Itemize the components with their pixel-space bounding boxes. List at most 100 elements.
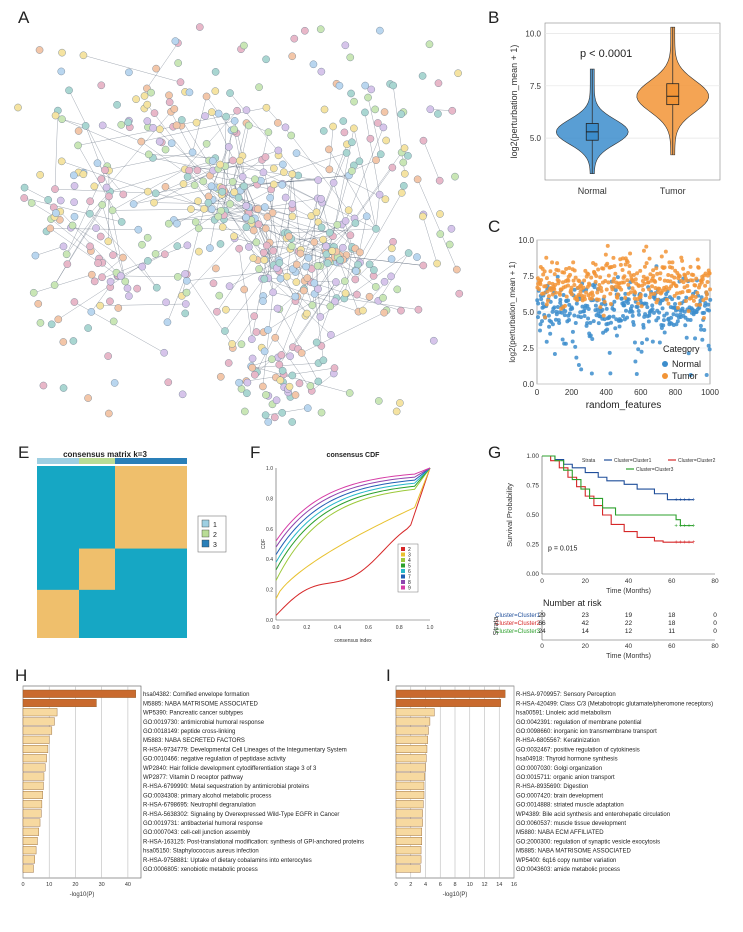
scatter-point xyxy=(615,292,620,297)
scatter-point xyxy=(707,308,712,313)
scatter-point xyxy=(590,293,595,298)
scatter-point xyxy=(587,282,592,287)
network-node xyxy=(288,212,297,221)
network-node xyxy=(183,172,192,181)
scatter-point xyxy=(573,344,578,349)
risk-cell: 0 xyxy=(713,612,717,619)
surv-censor-mark: + xyxy=(692,498,696,504)
network-node xyxy=(116,272,125,280)
network-node xyxy=(341,289,350,298)
cdf-line-k3 xyxy=(275,467,431,599)
network-node xyxy=(59,338,68,346)
bar-h-bar xyxy=(22,836,38,845)
scatter-point xyxy=(572,287,577,292)
scatter-legend-swatch xyxy=(662,361,668,367)
network-node xyxy=(144,150,153,159)
scatter-point xyxy=(593,262,598,267)
network-edge xyxy=(351,159,377,172)
network-node xyxy=(228,340,236,348)
network-node xyxy=(150,109,159,117)
network-node xyxy=(374,397,383,405)
network-node xyxy=(269,164,278,173)
network-node xyxy=(303,404,312,412)
network-node xyxy=(209,279,218,288)
network-node xyxy=(221,327,229,335)
scatter-point xyxy=(636,284,641,289)
network-node xyxy=(331,297,339,306)
scatter-point xyxy=(548,331,553,336)
network-node xyxy=(234,193,243,202)
network-node xyxy=(304,254,313,262)
bar-i-x-tick: 6 xyxy=(439,882,442,888)
surv-y-tick: 0.75 xyxy=(526,483,539,490)
network-node xyxy=(194,197,202,205)
network-edge xyxy=(291,224,343,247)
network-node xyxy=(271,413,279,422)
network-node xyxy=(125,292,133,300)
scatter-point xyxy=(576,293,581,298)
network-node xyxy=(46,224,55,233)
network-node xyxy=(350,97,358,106)
surv-censor-mark: + xyxy=(692,540,696,546)
network-edge xyxy=(106,187,126,282)
scatter-point xyxy=(582,297,587,302)
bar-h-category-label: WP5390: Pancreatic cancer subtypes xyxy=(143,711,243,717)
scatter-point xyxy=(627,270,632,275)
network-node xyxy=(388,244,396,253)
risk-cell: 0 xyxy=(713,628,717,635)
network-node xyxy=(341,217,350,225)
network-node xyxy=(237,385,246,393)
risk-cell: 23 xyxy=(582,612,590,619)
network-node xyxy=(98,121,107,130)
network-node xyxy=(275,259,284,267)
bar-i-category-label: M5880: NABA ECM AFFILIATED xyxy=(516,830,604,836)
scatter-point xyxy=(552,272,557,277)
network-node xyxy=(451,172,459,181)
scatter-point xyxy=(632,340,637,345)
network-node xyxy=(167,139,176,148)
scatter-point xyxy=(564,266,569,271)
network-node xyxy=(174,59,182,67)
network-node xyxy=(329,122,337,131)
network-node xyxy=(276,376,285,385)
scatter-point xyxy=(572,268,577,273)
network-node xyxy=(287,131,296,140)
network-edge xyxy=(311,373,334,392)
scatter-point xyxy=(536,301,541,306)
scatter-point xyxy=(563,341,568,346)
network-node xyxy=(429,336,438,345)
surv-legend-label: Cluster=Cluster2 xyxy=(678,458,716,464)
network-node xyxy=(365,260,374,269)
network-node xyxy=(319,356,328,365)
surv-censor-mark: + xyxy=(692,524,696,530)
network-edge xyxy=(300,249,329,261)
network-node xyxy=(263,213,272,221)
scatter-point xyxy=(553,295,558,300)
network-edge xyxy=(35,246,64,256)
network-node xyxy=(327,331,335,339)
network-edge xyxy=(83,55,181,83)
network-edge xyxy=(314,242,321,317)
network-node xyxy=(397,306,405,315)
matrix-block xyxy=(37,589,79,638)
cdf-legend-swatch xyxy=(401,569,405,573)
risk-x-tick: 0 xyxy=(540,643,544,650)
scatter-point xyxy=(653,286,658,291)
scatter-point xyxy=(585,321,590,326)
network-node xyxy=(317,223,326,232)
network-node xyxy=(218,187,227,196)
scatter-point xyxy=(628,251,633,256)
surv-censor-mark: + xyxy=(687,524,691,530)
scatter-point xyxy=(570,329,575,334)
surv-legend-label: Cluster=Cluster1 xyxy=(614,458,652,464)
network-node xyxy=(400,144,409,152)
scatter-point xyxy=(563,309,568,314)
network-edge xyxy=(211,179,319,187)
network-node xyxy=(204,198,213,207)
scatter-point xyxy=(682,309,687,314)
bar-i-bar xyxy=(395,699,501,708)
network-node xyxy=(262,55,270,64)
scatter-point xyxy=(553,282,558,287)
network-node xyxy=(296,249,305,258)
network-node xyxy=(224,359,233,367)
